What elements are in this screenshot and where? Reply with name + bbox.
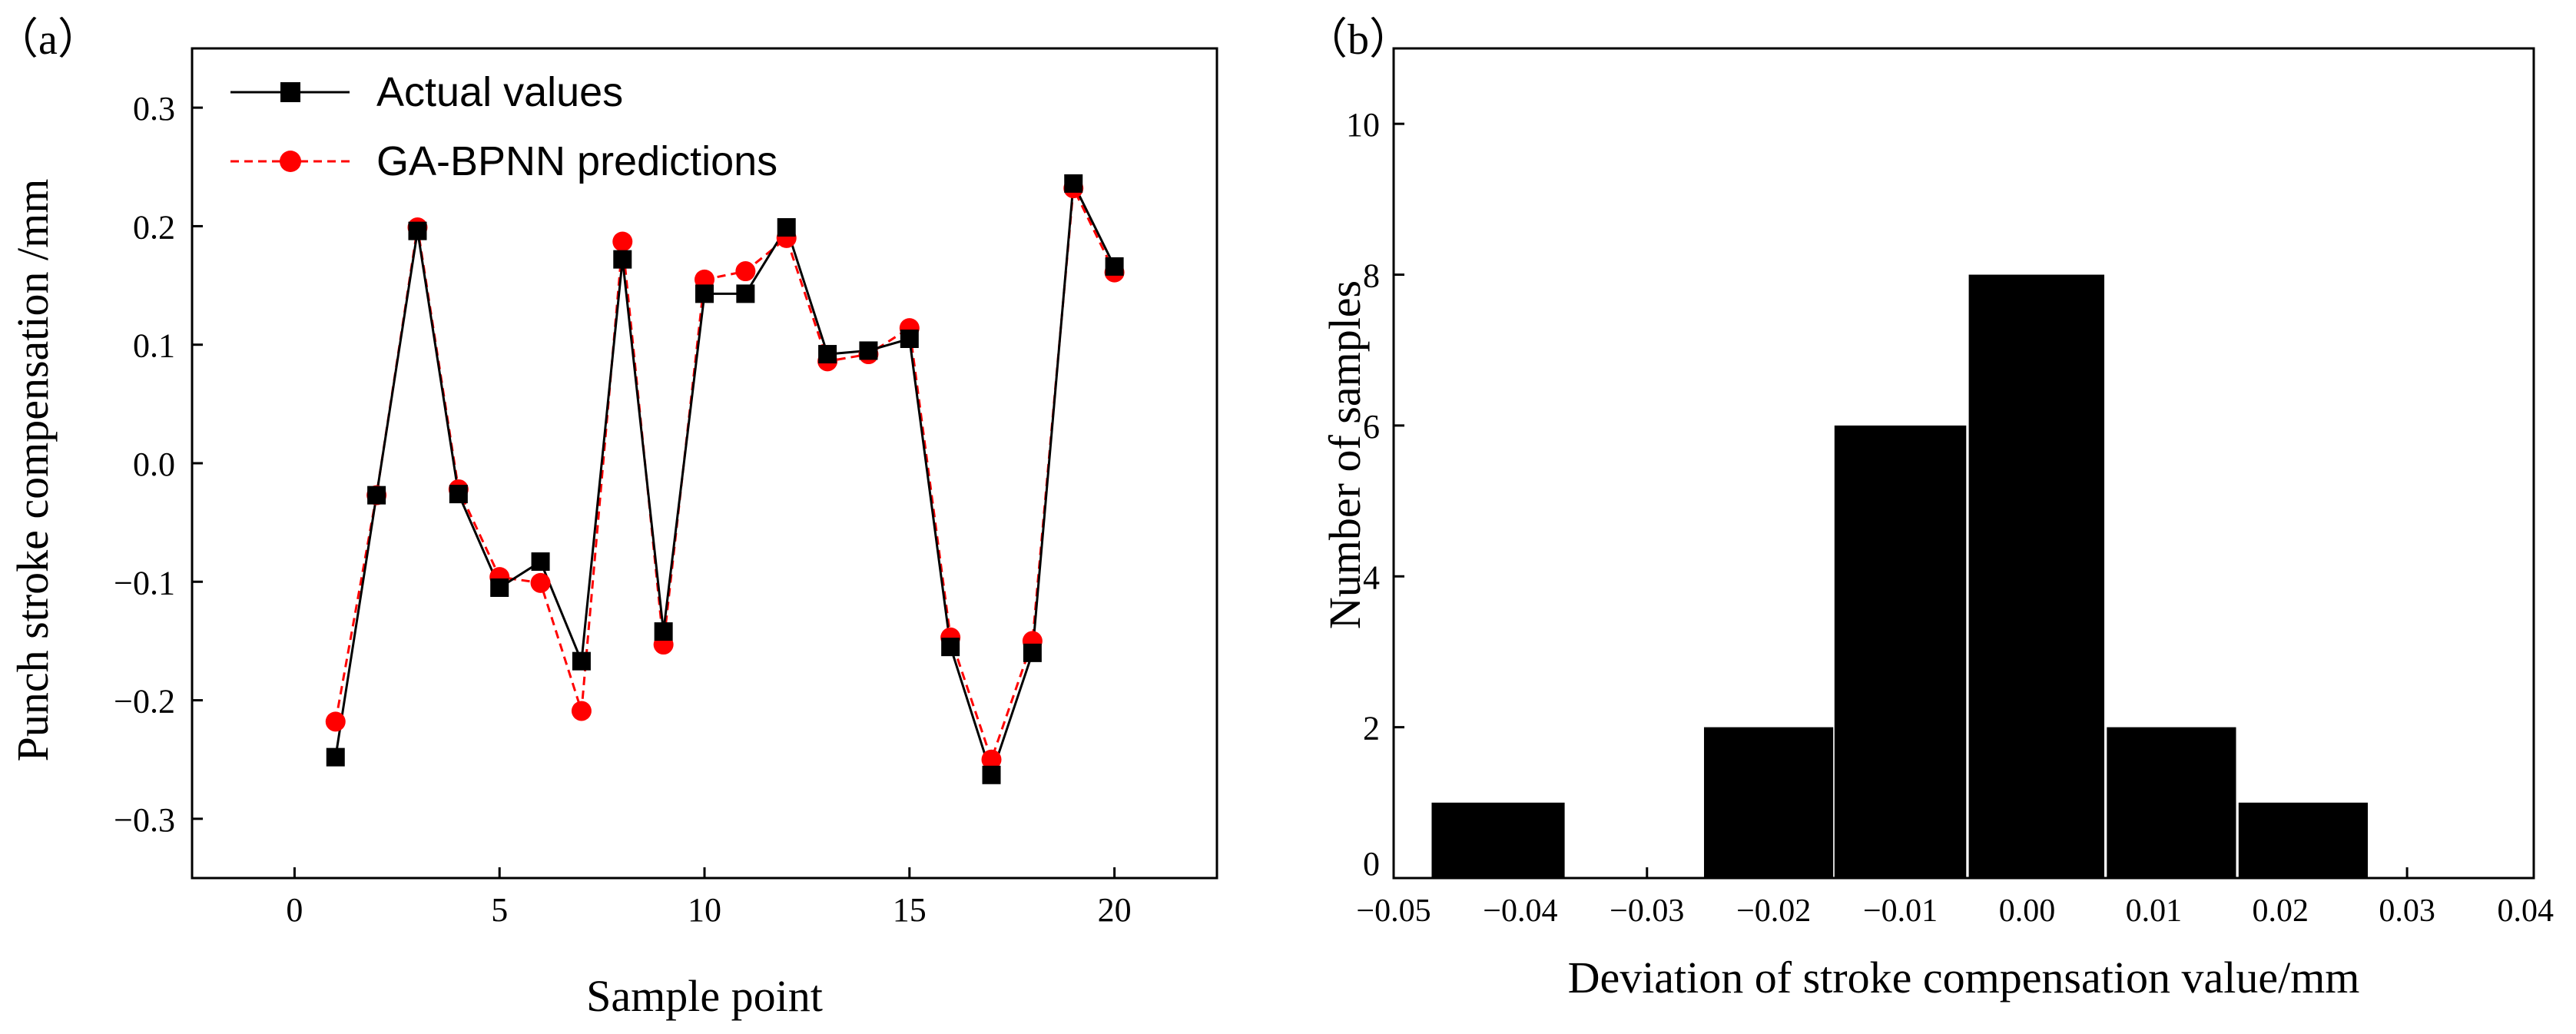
panel-b-y-axis-label: Number of samples	[1320, 280, 1370, 629]
actual-value-point	[572, 651, 591, 671]
histogram-bar	[2238, 802, 2368, 878]
panel-b-plot-frame	[1392, 47, 2535, 880]
actual-value-point	[736, 284, 755, 303]
y-tick-label: 6	[1363, 408, 1380, 446]
legend-actual-label: Actual values	[376, 69, 623, 115]
panel-b-label: （b）	[1305, 16, 1412, 64]
prediction-line	[334, 184, 1116, 764]
y-tick-label: −0.2	[114, 683, 175, 721]
x-tick-label: 15	[893, 891, 927, 929]
panel-a-x-axis-label: Sample point	[586, 971, 823, 1021]
legend-prediction-label: GA-BPNN predictions	[376, 138, 777, 184]
prediction-point	[530, 572, 551, 593]
panel-a-y-axis: −0.3 −0.2 −0.1 0.0 0.1 0.2 0.3	[114, 90, 203, 839]
y-tick-label: −0.1	[114, 564, 175, 602]
legend-actual-marker	[280, 82, 300, 102]
x-tick-label: −0.05	[1356, 893, 1431, 929]
actual-value-point	[818, 345, 837, 364]
actual-value-point	[490, 578, 509, 597]
y-tick-label: −0.3	[114, 801, 175, 839]
panel-a-series	[325, 174, 1125, 784]
panel-b-y-axis: 0 2 4 6 8 10	[1346, 106, 1404, 883]
panel-a-x-axis: 0 5 10 15 20	[286, 867, 1132, 929]
panel-a-label: （a）	[0, 16, 101, 64]
prediction-point	[571, 701, 592, 721]
x-tick-label: 0.01	[2126, 893, 2183, 929]
x-tick-label: 5	[491, 891, 508, 929]
prediction-point	[612, 231, 633, 252]
actual-value-point	[1105, 257, 1124, 276]
y-tick-label: 8	[1363, 257, 1380, 295]
x-tick-label: −0.03	[1610, 893, 1684, 929]
histogram-bar	[1968, 274, 2105, 879]
histogram-bar	[1834, 425, 1967, 878]
panel-b-x-axis-label: Deviation of stroke compensation value/m…	[1568, 953, 2360, 1003]
y-tick-label: 2	[1363, 710, 1380, 747]
histogram-bar	[1703, 727, 1834, 878]
actual-values-line	[334, 179, 1116, 779]
actual-value-point	[1064, 174, 1083, 193]
panel-a-y-axis-label: Punch stroke compensation /mm	[8, 179, 58, 762]
y-tick-label: 0.1	[133, 327, 175, 365]
actual-value-point	[326, 747, 345, 767]
prediction-point	[695, 269, 714, 290]
y-tick-label: 0.2	[133, 208, 175, 246]
actual-value-point	[982, 765, 1001, 784]
actual-value-point	[1023, 643, 1042, 662]
y-tick-label: 0.3	[133, 90, 175, 128]
x-tick-label: 10	[688, 891, 721, 929]
actual-value-point	[654, 622, 673, 641]
actual-value-point	[613, 250, 632, 269]
panel-b-bars	[1431, 274, 2368, 879]
x-tick-label: −0.04	[1483, 893, 1557, 929]
actual-value-point	[531, 552, 550, 572]
x-tick-label: −0.02	[1736, 893, 1811, 929]
x-tick-label: 0.00	[1999, 893, 2056, 929]
actual-value-point	[695, 284, 714, 303]
y-tick-label: 10	[1346, 106, 1380, 144]
histogram-bar	[2107, 727, 2236, 878]
actual-value-point	[859, 341, 878, 360]
actual-value-point	[777, 217, 796, 237]
histogram-bar	[1431, 802, 1565, 878]
legend-prediction-marker	[280, 151, 301, 172]
x-tick-label: 0.04	[2498, 893, 2554, 929]
x-tick-label: 20	[1098, 891, 1132, 929]
x-tick-label: −0.01	[1863, 893, 1938, 929]
y-tick-label: 0	[1363, 845, 1380, 883]
panel-a: （a） −0.3 −0.2 −0.1 0.0 0.1 0.2 0.3 0 5 10 15 20 Sa…	[0, 16, 1218, 1021]
actual-value-point	[941, 638, 960, 657]
x-tick-label: 0.03	[2379, 893, 2435, 929]
x-tick-label: 0.02	[2252, 893, 2309, 929]
y-tick-label: 0.0	[133, 446, 175, 483]
x-tick-label: 0	[286, 891, 303, 929]
y-tick-label: 4	[1363, 558, 1380, 596]
actual-value-point	[449, 485, 468, 504]
panel-b-x-axis: −0.05 −0.04 −0.03 −0.02 −0.01 0.00 0.01 0.02 0.0…	[1356, 867, 2554, 929]
actual-value-point	[408, 221, 427, 240]
panel-b: （b） 0 2 4 6 8 10 −0.05 −0.04 −0.03 −0.02 −0.01 0.0…	[1305, 16, 2554, 1003]
actual-value-point	[367, 486, 386, 505]
actual-value-point	[900, 330, 919, 348]
prediction-point	[325, 711, 346, 732]
prediction-point	[981, 749, 1002, 770]
panel-a-legend: Actual values GA-BPNN predictions	[230, 69, 777, 184]
prediction-point	[735, 261, 756, 282]
